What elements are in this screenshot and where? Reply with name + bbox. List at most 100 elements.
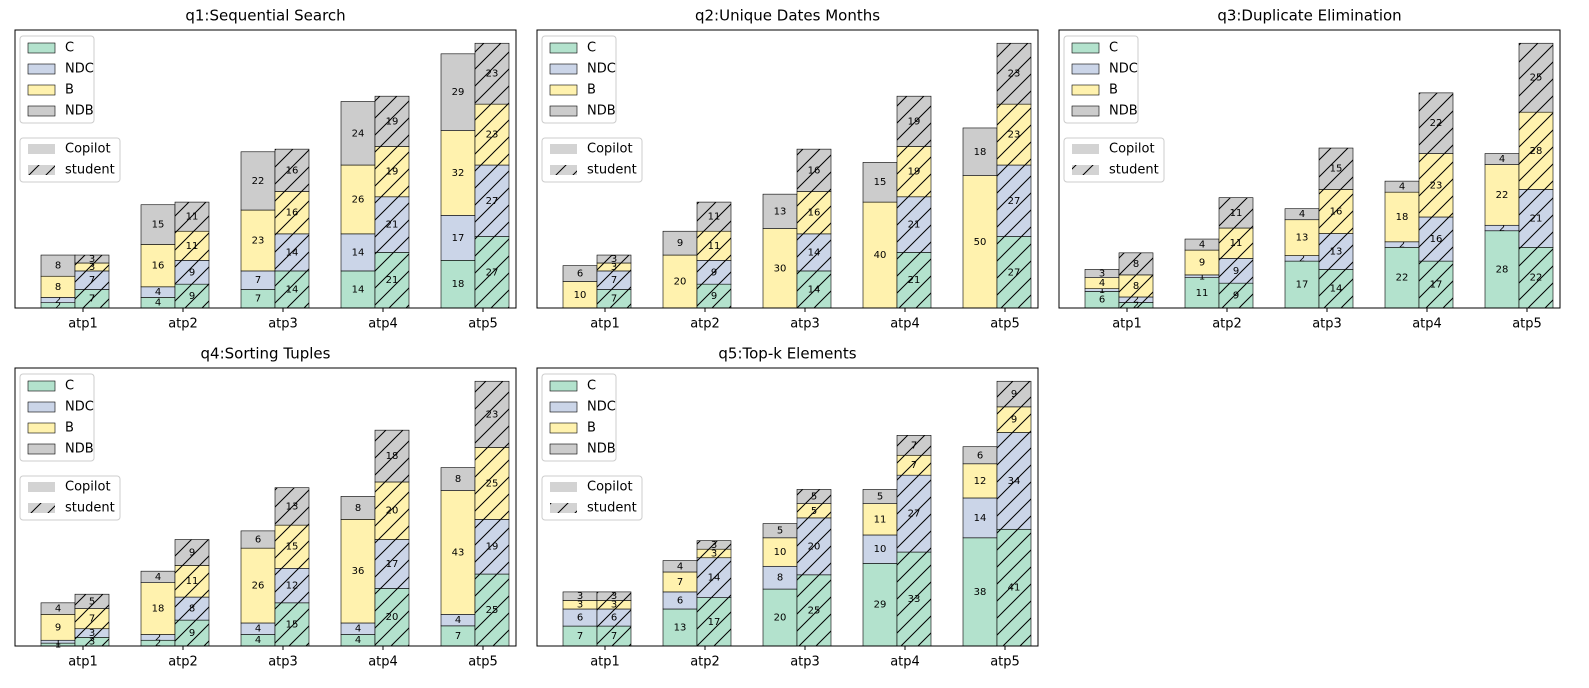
hatch bbox=[475, 104, 509, 166]
hatch bbox=[275, 233, 309, 271]
hatch bbox=[1519, 247, 1553, 308]
bar-segment bbox=[862, 563, 898, 647]
chart-title: q4:Sorting Tuples bbox=[201, 345, 331, 363]
legend-swatch bbox=[27, 63, 56, 75]
data-label: 32 bbox=[452, 168, 465, 179]
bar-segment bbox=[962, 463, 998, 499]
data-label: 8 bbox=[777, 573, 783, 584]
data-label: 4 bbox=[1399, 182, 1405, 193]
legend-swatch bbox=[28, 144, 55, 154]
hatch bbox=[75, 289, 109, 308]
hatch bbox=[597, 289, 631, 308]
legend-box bbox=[541, 373, 617, 462]
data-label: 4 bbox=[455, 615, 461, 626]
legend-label: NDB bbox=[65, 104, 94, 119]
data-label: 9 bbox=[677, 238, 683, 249]
hatch bbox=[897, 435, 931, 456]
legend-label: student bbox=[587, 501, 637, 516]
data-label: 15 bbox=[286, 542, 299, 553]
hatch bbox=[75, 270, 109, 290]
legend-swatch bbox=[549, 401, 578, 413]
bar-segment bbox=[440, 260, 476, 309]
hatch bbox=[375, 146, 409, 197]
data-label: 10 bbox=[574, 290, 587, 301]
data-label: 27 bbox=[1008, 196, 1021, 207]
bar-segment bbox=[962, 497, 998, 539]
legend-swatch bbox=[1071, 63, 1100, 75]
data-label: 30 bbox=[774, 263, 787, 274]
bar-segment bbox=[240, 209, 276, 272]
x-tick-label: atp5 bbox=[468, 655, 498, 670]
hatch bbox=[797, 489, 831, 504]
data-label: 14 bbox=[1330, 284, 1343, 295]
x-tick-label: atp4 bbox=[368, 655, 398, 670]
data-label: 27 bbox=[486, 196, 499, 207]
legend-label: Copilot bbox=[587, 480, 633, 495]
hatch bbox=[997, 236, 1031, 308]
data-label: 12 bbox=[286, 581, 299, 592]
data-label: 7 bbox=[611, 631, 617, 642]
bar-segment bbox=[762, 537, 798, 567]
legend-box bbox=[19, 35, 95, 124]
legend-label: student bbox=[587, 163, 637, 178]
data-label: 5 bbox=[811, 506, 817, 517]
legend-swatch bbox=[549, 443, 578, 455]
hatch bbox=[797, 517, 831, 575]
hatch bbox=[1119, 274, 1153, 297]
hatch bbox=[375, 96, 409, 147]
data-label: 3 bbox=[89, 262, 95, 273]
data-label: 25 bbox=[486, 605, 499, 616]
data-label: 6 bbox=[1099, 295, 1105, 306]
hatch bbox=[897, 552, 931, 646]
data-label: 12 bbox=[974, 476, 987, 487]
hatch bbox=[175, 284, 209, 308]
hatch bbox=[75, 637, 109, 646]
data-label: 25 bbox=[808, 605, 821, 616]
hatch bbox=[175, 231, 209, 261]
hatch bbox=[475, 236, 509, 308]
legend-label: NDB bbox=[65, 442, 94, 457]
x-tick-label: atp4 bbox=[1412, 317, 1442, 332]
data-label: 9 bbox=[55, 622, 61, 633]
data-label: 14 bbox=[352, 247, 365, 258]
data-label: 4 bbox=[355, 624, 361, 635]
x-tick-label: atp5 bbox=[468, 317, 498, 332]
hatch bbox=[550, 165, 577, 175]
data-label: 29 bbox=[874, 600, 887, 611]
data-label: 5 bbox=[877, 492, 883, 503]
data-label: 25 bbox=[1530, 73, 1543, 84]
legend-label: B bbox=[587, 83, 596, 98]
data-label: 5 bbox=[811, 492, 817, 503]
legend-swatch bbox=[28, 482, 55, 492]
data-label: 9 bbox=[1011, 415, 1017, 426]
data-label: 17 bbox=[386, 559, 399, 570]
hatch bbox=[275, 525, 309, 569]
hatch bbox=[1119, 296, 1153, 303]
hatch bbox=[375, 539, 409, 589]
legend-swatch bbox=[27, 422, 56, 434]
bar-segment bbox=[340, 164, 376, 235]
data-label: 15 bbox=[152, 220, 165, 231]
hatch bbox=[1119, 302, 1153, 308]
data-label: 6 bbox=[255, 535, 261, 546]
hatch bbox=[1319, 269, 1353, 308]
hatch bbox=[597, 591, 631, 601]
legend-label: C bbox=[587, 41, 596, 56]
data-label: 29 bbox=[452, 87, 465, 98]
data-label: 21 bbox=[908, 275, 921, 286]
legend-swatch bbox=[27, 42, 56, 54]
data-label: 16 bbox=[286, 165, 299, 176]
data-label: 33 bbox=[908, 594, 921, 605]
hatch bbox=[1319, 233, 1353, 270]
x-tick-label: atp4 bbox=[368, 317, 398, 332]
hatch bbox=[175, 565, 209, 598]
data-label: 1 bbox=[1099, 285, 1105, 296]
legend-label: B bbox=[65, 421, 74, 436]
x-tick-label: atp1 bbox=[590, 655, 620, 670]
chart-title: q5:Top-k Elements bbox=[718, 345, 856, 363]
legend-swatch bbox=[1072, 144, 1099, 154]
bar-segment bbox=[440, 215, 476, 261]
data-label: 24 bbox=[352, 128, 365, 139]
legend-label: Copilot bbox=[587, 142, 633, 157]
data-label: 2 bbox=[1399, 240, 1405, 251]
